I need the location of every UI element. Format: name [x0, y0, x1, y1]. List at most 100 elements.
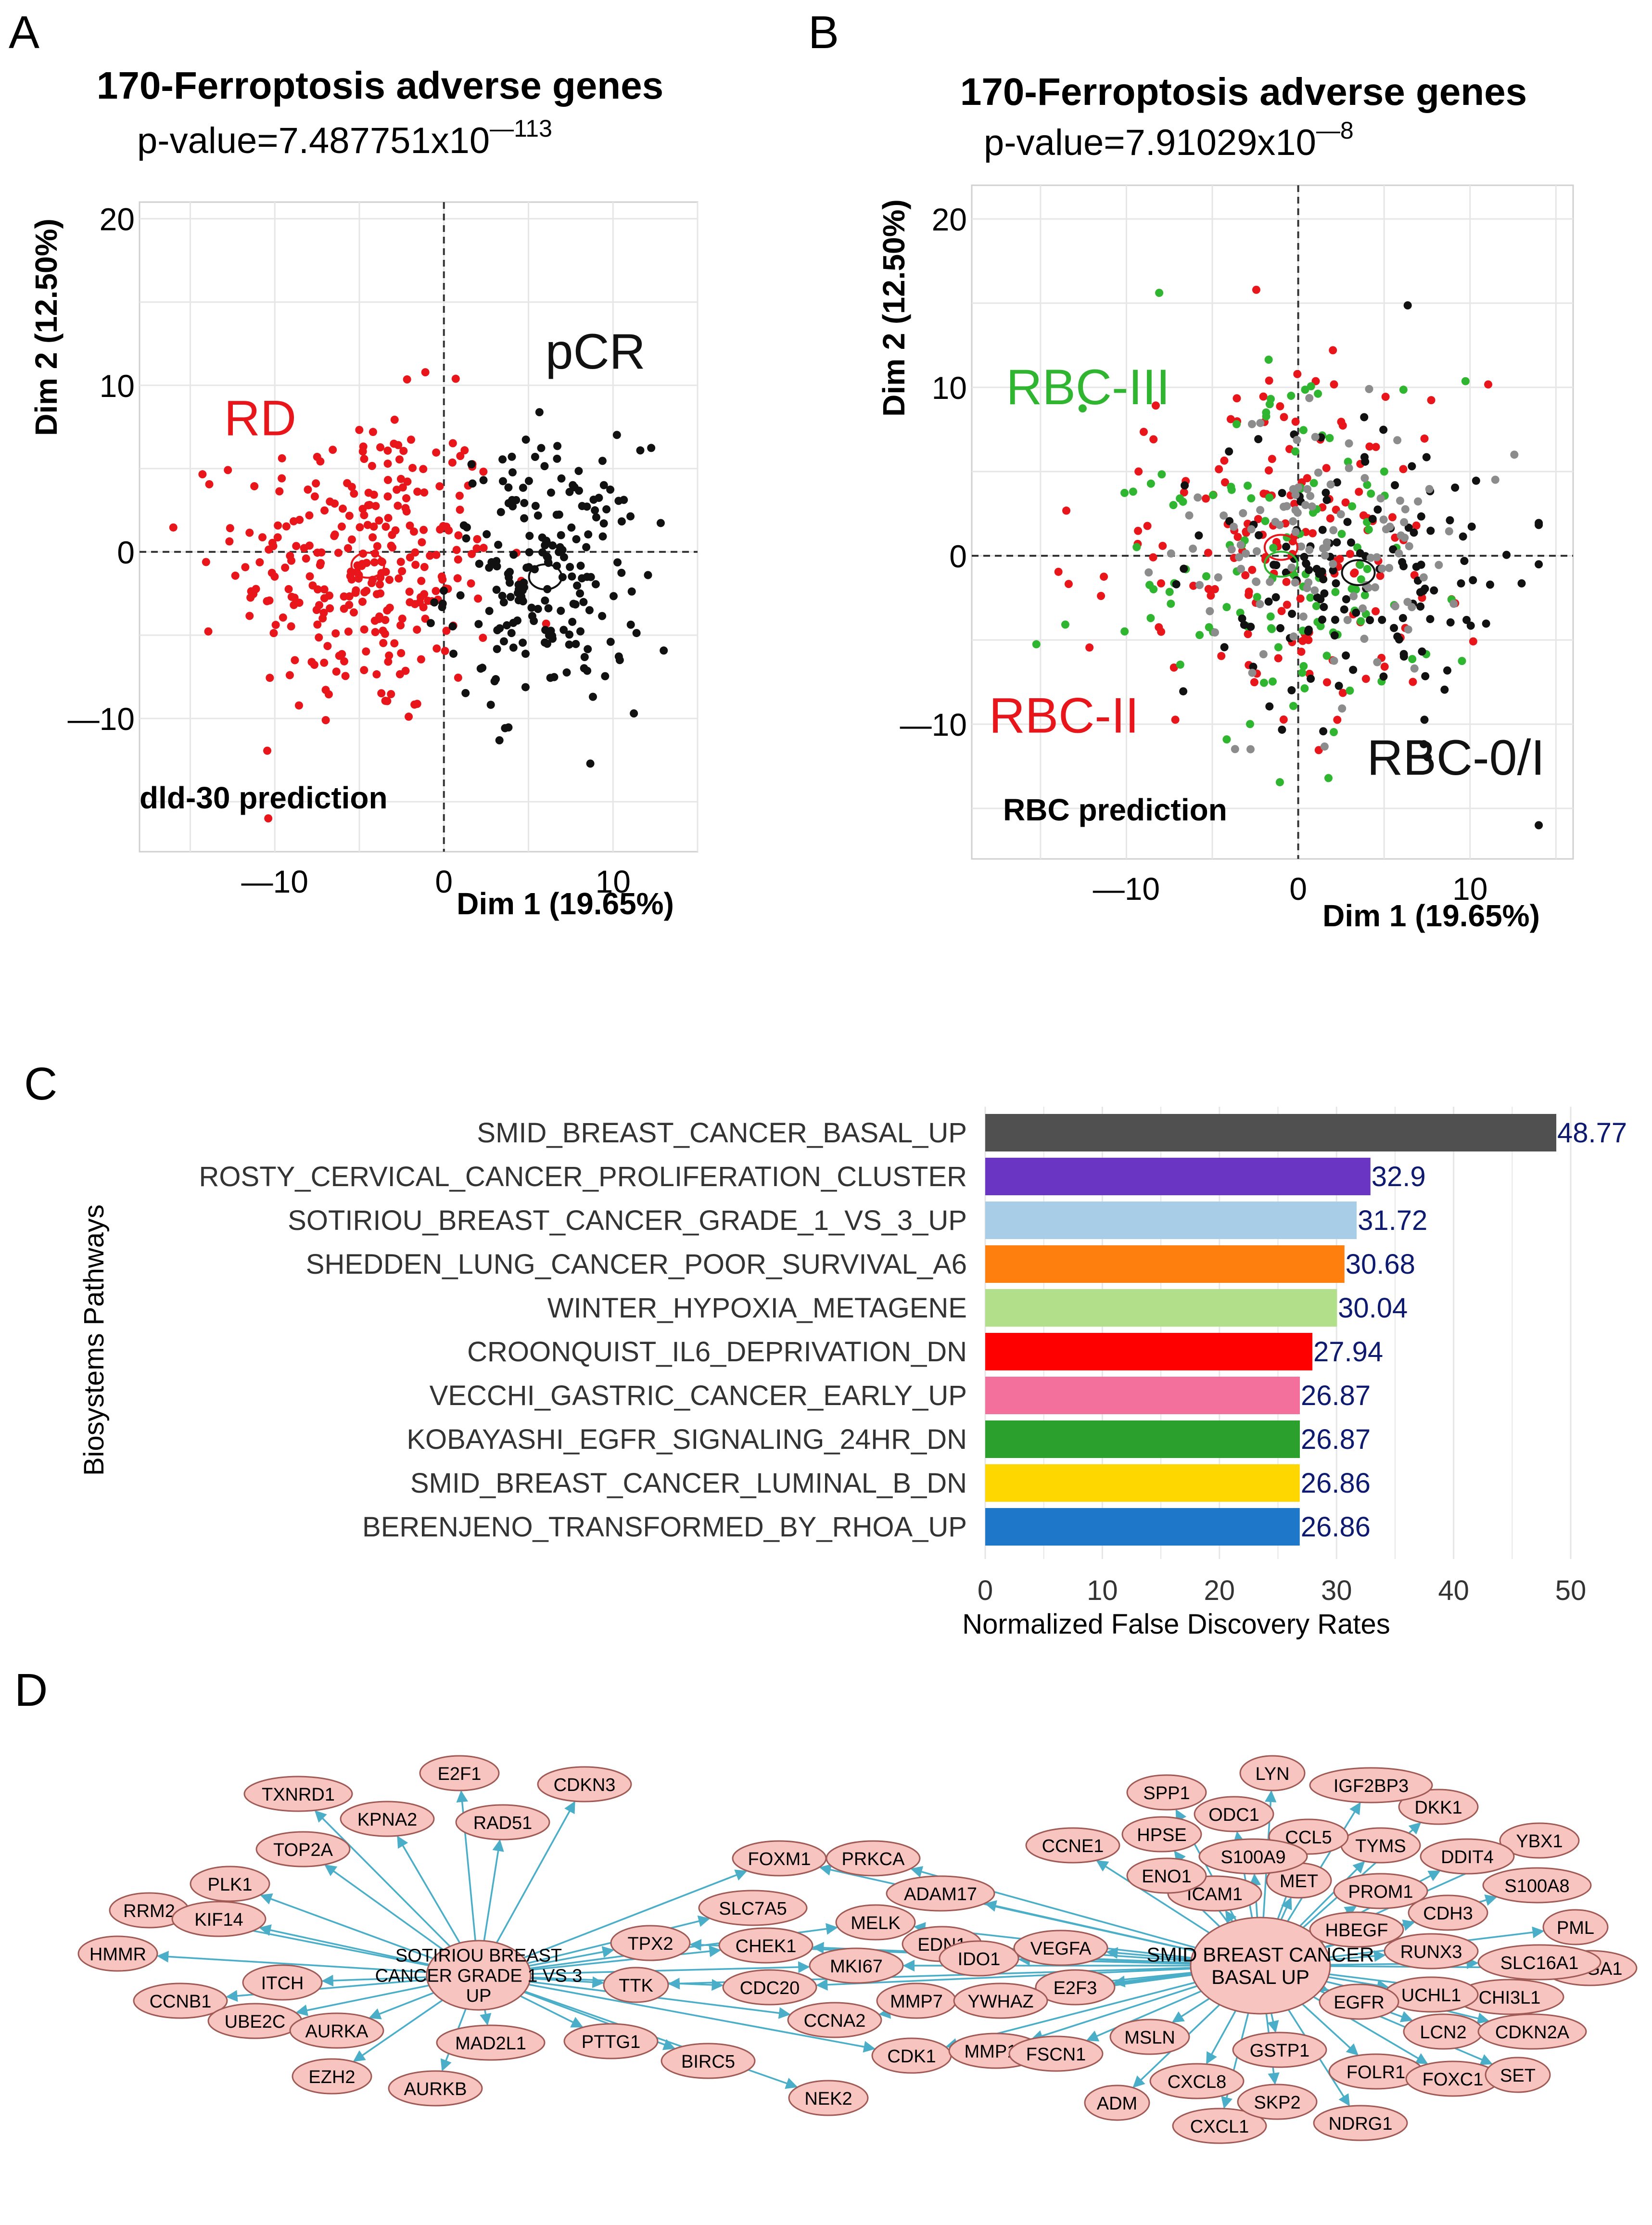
data-point — [1300, 552, 1309, 561]
data-point — [420, 563, 429, 571]
data-point — [1211, 628, 1220, 637]
data-point — [269, 542, 278, 550]
data-point — [475, 560, 483, 568]
panel-a-x-axis-label: Dim 1 (19.65%) — [457, 886, 674, 921]
data-point — [1460, 557, 1469, 565]
data-point — [1297, 542, 1306, 551]
data-point — [347, 575, 356, 584]
data-point — [555, 548, 563, 556]
data-point — [1301, 385, 1309, 394]
data-point — [1340, 605, 1348, 614]
gene-node-label: ADAM17 — [904, 1884, 977, 1905]
value-label: 31.72 — [1358, 1205, 1427, 1236]
data-point — [1333, 538, 1341, 547]
data-point — [1459, 532, 1467, 541]
data-point — [1062, 506, 1071, 515]
data-point — [1398, 614, 1407, 623]
data-point — [1311, 433, 1320, 441]
data-point — [1233, 533, 1242, 541]
data-point — [1220, 643, 1229, 652]
data-point — [592, 513, 600, 522]
data-point — [360, 511, 369, 520]
x-tick-label: 30 — [1321, 1575, 1352, 1606]
data-point — [1486, 580, 1494, 589]
data-point — [572, 535, 581, 544]
data-point — [520, 514, 529, 523]
data-point — [580, 653, 589, 662]
data-point — [313, 549, 322, 557]
gene-node-label: SKP2 — [1254, 2093, 1300, 2113]
data-point — [1248, 565, 1257, 574]
data-point — [1149, 553, 1157, 562]
data-point — [1343, 615, 1352, 624]
data-point — [1245, 588, 1253, 596]
gene-node — [835, 1904, 916, 1941]
data-point — [495, 736, 504, 744]
data-point — [1391, 602, 1399, 611]
gene-node — [809, 1947, 904, 1984]
data-point — [1343, 518, 1352, 526]
data-point — [1155, 623, 1163, 632]
network-edge — [1106, 1947, 1192, 1960]
data-point — [250, 482, 259, 490]
data-point — [644, 571, 652, 579]
gene-node-label: TPX2 — [627, 1934, 673, 1954]
data-point — [1372, 443, 1380, 451]
data-point — [247, 587, 255, 596]
data-point — [224, 466, 232, 474]
data-point — [1176, 494, 1184, 503]
data-point — [1064, 580, 1073, 588]
data-point — [1185, 511, 1194, 520]
data-point — [487, 558, 496, 566]
data-point — [1143, 522, 1152, 530]
data-point — [1466, 621, 1475, 630]
data-point — [1204, 549, 1212, 557]
data-point — [402, 507, 411, 516]
data-point — [1356, 561, 1364, 569]
data-point — [1357, 575, 1365, 584]
network-edge — [530, 1976, 604, 1988]
data-point — [1535, 519, 1543, 527]
data-point — [617, 568, 626, 577]
value-label: 30.04 — [1338, 1292, 1408, 1324]
data-point — [338, 504, 347, 513]
data-point — [292, 542, 301, 550]
gene-node-label: SLC16A1 — [1500, 1953, 1579, 1973]
network-edge — [1225, 1910, 1237, 1923]
panel-c-value-labels: 48.77 32.9 31.72 30.68 30.04 27.94 26.87 26.87 2… — [1301, 1117, 1627, 1543]
data-point — [1333, 478, 1341, 486]
data-point — [1256, 506, 1265, 514]
data-point — [1373, 658, 1382, 666]
data-point — [358, 598, 367, 606]
data-point — [598, 457, 607, 465]
gene-node-label: CCNB1 — [150, 1992, 212, 2012]
data-point — [1287, 686, 1296, 695]
data-point — [1417, 512, 1425, 521]
data-point — [1376, 572, 1385, 580]
group-label: RD — [224, 391, 296, 447]
data-point — [1282, 542, 1290, 551]
data-point — [1230, 523, 1238, 531]
data-point — [1330, 656, 1338, 665]
gene-node — [563, 2023, 659, 2059]
group-centroid — [1341, 559, 1376, 586]
x-tick-label: 20 — [1204, 1575, 1235, 1606]
data-point — [1404, 625, 1412, 634]
data-point — [1134, 526, 1143, 535]
gene-node-label: PML — [1557, 1918, 1594, 1938]
gene-node — [419, 1755, 500, 1791]
data-point — [1277, 607, 1286, 615]
network-edge — [1171, 1997, 1210, 2023]
data-point — [417, 576, 426, 585]
data-point — [1416, 602, 1425, 611]
data-point — [352, 586, 360, 595]
data-point — [358, 447, 367, 456]
hub-node — [1190, 1917, 1331, 2015]
data-point — [1291, 447, 1300, 456]
value-label: 26.87 — [1301, 1424, 1371, 1455]
gene-node — [1198, 1838, 1308, 1875]
data-point — [405, 588, 414, 596]
y-tick-label: 10 — [100, 368, 135, 404]
data-point — [1233, 394, 1241, 403]
data-point — [1207, 591, 1215, 600]
